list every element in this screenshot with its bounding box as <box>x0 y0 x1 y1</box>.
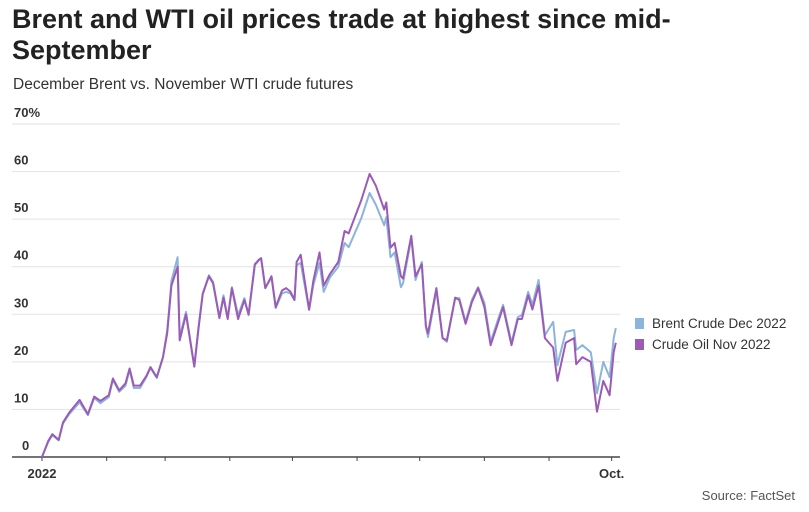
y-axis: 0 10 20 30 40 50 60 70% <box>14 105 40 453</box>
y-tick-label: 20 <box>14 343 28 358</box>
y-tick-label: 10 <box>14 390 28 405</box>
y-tick-label: 40 <box>14 248 28 263</box>
chart-title: Brent and WTI oil prices trade at highes… <box>12 4 671 65</box>
y-tick-label: 60 <box>14 153 28 168</box>
source-note: Source: FactSet <box>701 488 795 503</box>
legend: Brent Crude Dec 2022 Crude Oil Nov 2022 <box>635 313 786 355</box>
series-lines <box>41 172 617 458</box>
y-tick-label: 50 <box>14 200 28 215</box>
legend-swatch-wti <box>635 339 644 350</box>
legend-label-brent: Brent Crude Dec 2022 <box>652 316 787 331</box>
legend-item-wti: Crude Oil Nov 2022 <box>635 334 786 355</box>
y-tick-label: 30 <box>14 295 28 310</box>
legend-item-brent: Brent Crude Dec 2022 <box>635 313 786 334</box>
series-line-brent <box>41 192 617 458</box>
y-tick-label: 0 <box>22 438 29 453</box>
y-tick-label: 70% <box>14 105 40 120</box>
x-axis: 2022 Oct. <box>12 456 624 481</box>
x-tick-label: Oct. <box>599 466 624 481</box>
chart-subtitle: December Brent vs. November WTI crude fu… <box>13 76 354 93</box>
legend-swatch-brent <box>635 318 644 329</box>
series-line-wti <box>41 172 617 458</box>
legend-label-wti: Crude Oil Nov 2022 <box>652 337 771 352</box>
x-tick-label: 2022 <box>28 466 57 481</box>
